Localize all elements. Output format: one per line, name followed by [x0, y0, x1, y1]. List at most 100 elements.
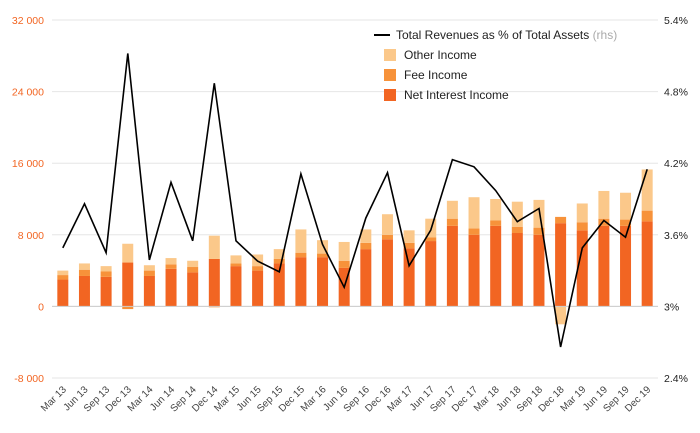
bar-segment: [446, 218, 458, 226]
bar-segment: [187, 267, 199, 273]
bar-segment: [273, 258, 285, 264]
bar-segment: [338, 241, 350, 261]
bar-segment: [598, 218, 610, 226]
legend-fee-income-swatch: [384, 69, 396, 81]
bar-segment: [78, 275, 90, 307]
bar-segment: [187, 260, 199, 268]
bar-segment: [641, 221, 653, 307]
bar-segment: [511, 226, 523, 234]
bar-segment: [338, 260, 350, 268]
bar-segment: [576, 230, 588, 307]
bar-segment: [230, 255, 242, 264]
bar-segment: [143, 265, 155, 271]
bar-segment: [620, 192, 632, 220]
bar-segment: [490, 199, 502, 221]
legend-fee-income-label: Fee Income: [404, 68, 468, 82]
legend-net-interest-income-label: Net Interest Income: [404, 88, 509, 102]
right-axis-ticks: 5.4% 4.8% 4.2% 3.6% 3% 2.4%: [664, 15, 688, 385]
bar-segment: [187, 272, 199, 307]
right-tick-label: 4.2%: [664, 158, 688, 170]
bar-segment: [533, 227, 545, 235]
bar-segment: [381, 239, 393, 307]
bar-segment: [620, 219, 632, 226]
left-tick-label: 16 000: [12, 158, 44, 170]
bar-segment: [403, 230, 415, 243]
bar-segment: [533, 234, 545, 307]
bar-segment: [317, 253, 329, 258]
right-tick-label: 3.6%: [664, 230, 688, 242]
bar-segment: [230, 266, 242, 307]
bar-segment: [598, 225, 610, 307]
bar-segment: [100, 276, 112, 307]
left-tick-label: 8 000: [18, 230, 44, 242]
bar-segment: [468, 234, 480, 307]
bar-segment: [511, 233, 523, 307]
revenue-ratio-line: [62, 53, 648, 348]
bar-segment: [295, 252, 307, 258]
legend-net-interest-income-swatch: [384, 89, 396, 101]
bar-segment: [598, 190, 610, 219]
bar-segment: [403, 242, 415, 249]
bar-segment: [360, 242, 372, 250]
bar-segment: [57, 270, 69, 276]
bar-segment: [165, 268, 177, 307]
bar-segment: [381, 234, 393, 240]
legend-other-income-label: Other Income: [404, 48, 477, 62]
bar-segment: [425, 241, 437, 307]
bar-segment: [641, 210, 653, 222]
bar-segment: [273, 263, 285, 307]
bar-segment: [252, 270, 264, 307]
bar-segment: [317, 257, 329, 307]
bar-segment: [252, 266, 264, 271]
legend-other-income-swatch: [384, 49, 396, 61]
right-tick-label: 3%: [664, 301, 679, 313]
bar-segment: [555, 216, 567, 224]
bar-segment: [317, 240, 329, 254]
bar-segment: [230, 263, 242, 267]
bar-segment: [208, 258, 220, 307]
bar-segment: [641, 169, 653, 211]
legend: Total Revenues as % of Total Assets (rhs…: [374, 28, 617, 102]
bar-segment: [78, 269, 90, 276]
bar-segment: [100, 271, 112, 277]
bar-segment: [100, 266, 112, 272]
bar-segment: [122, 262, 134, 307]
bar-segment: [165, 264, 177, 269]
bar-segment: [295, 257, 307, 307]
bar-segment: [360, 229, 372, 243]
bar-segment: [273, 249, 285, 259]
bar-segment: [143, 275, 155, 307]
left-tick-label: 0: [38, 301, 44, 313]
right-tick-label: 2.4%: [664, 373, 688, 385]
bar-segment: [57, 275, 69, 280]
left-tick-label: 32 000: [12, 15, 44, 27]
bar-segment: [425, 237, 437, 242]
bar-segment: [143, 270, 155, 276]
bar-segment: [403, 248, 415, 307]
bar-segment: [165, 258, 177, 265]
bar-segment: [533, 199, 545, 228]
left-axis-ticks: 32 000 24 000 16 000 8 000 0 -8 000: [12, 15, 44, 385]
right-tick-label: 5.4%: [664, 15, 688, 27]
bar-series: [57, 169, 653, 325]
bar-segment: [446, 200, 458, 219]
bar-segment: [360, 249, 372, 307]
bar-segment: [122, 243, 134, 263]
bar-segment: [78, 263, 90, 270]
bar-segment: [490, 225, 502, 307]
bar-segment: [576, 222, 588, 231]
bar-segment: [490, 220, 502, 226]
bar-segment: [511, 201, 523, 227]
bar-segment: [446, 225, 458, 307]
bar-segment: [57, 279, 69, 307]
legend-line-label: Total Revenues as % of Total Assets (rhs…: [396, 28, 617, 42]
bar-segment: [381, 214, 393, 235]
bar-segment: [122, 306, 134, 310]
bar-segment: [555, 306, 567, 325]
left-tick-label: -8 000: [14, 373, 44, 385]
bar-segment: [576, 203, 588, 223]
bar-segment: [555, 223, 567, 307]
bar-segment: [468, 228, 480, 235]
